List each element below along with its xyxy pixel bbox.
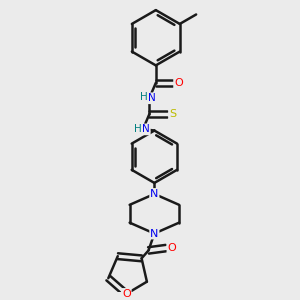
Text: O: O	[167, 243, 176, 253]
Text: S: S	[169, 109, 176, 119]
Text: O: O	[174, 78, 183, 88]
Text: N: N	[148, 93, 156, 103]
Text: H: H	[140, 92, 148, 102]
Text: N: N	[150, 229, 159, 238]
Text: O: O	[122, 289, 131, 299]
Text: N: N	[150, 189, 159, 199]
Text: H: H	[134, 124, 142, 134]
Text: N: N	[142, 124, 150, 134]
